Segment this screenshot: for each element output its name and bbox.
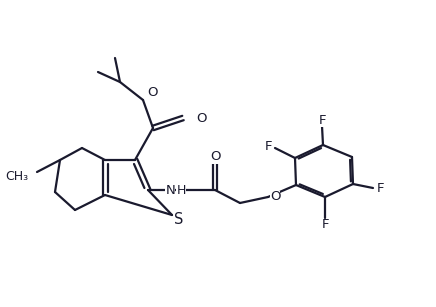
Text: F: F xyxy=(318,114,326,126)
Text: F: F xyxy=(321,219,329,231)
Text: F: F xyxy=(264,139,272,153)
Text: S: S xyxy=(174,212,184,227)
Text: O: O xyxy=(196,111,207,125)
Text: F: F xyxy=(376,182,384,196)
Text: H: H xyxy=(176,184,186,196)
Text: O: O xyxy=(270,191,280,204)
Text: O: O xyxy=(147,86,157,99)
Text: CH₃: CH₃ xyxy=(5,169,28,182)
Text: N: N xyxy=(165,184,175,196)
Text: O: O xyxy=(210,150,220,164)
